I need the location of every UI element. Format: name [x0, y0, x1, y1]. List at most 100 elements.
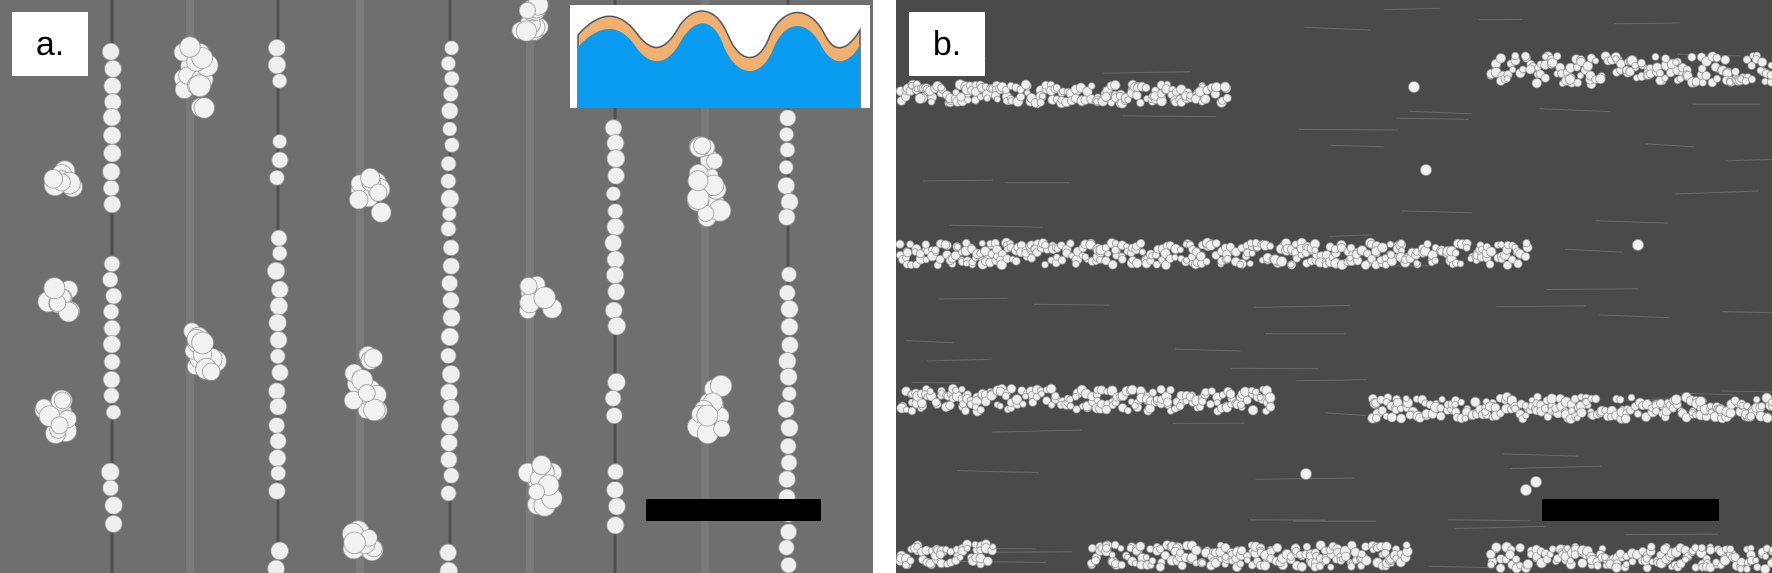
surface-streak [1614, 22, 1680, 25]
nanoparticle [1117, 544, 1125, 552]
nanoparticle [1397, 239, 1406, 248]
surface-streak [1304, 26, 1372, 31]
nanoparticle [103, 303, 120, 320]
nanoparticle [1753, 563, 1762, 572]
nanoparticle [604, 390, 622, 407]
nanoparticle [605, 186, 621, 202]
surface-streak [1324, 412, 1366, 417]
nanoparticle [1495, 53, 1507, 64]
particle-cluster [360, 167, 381, 188]
nanoparticle [606, 134, 625, 153]
nanoparticle [1117, 560, 1126, 570]
nanoparticle [1521, 252, 1531, 262]
nanoparticle [268, 449, 287, 468]
nanoparticle [1522, 412, 1530, 420]
nanoparticle [1124, 406, 1132, 415]
particle-cluster [53, 391, 72, 410]
nanoparticle [1311, 246, 1319, 254]
particle-cluster [528, 483, 545, 501]
nanoparticle [440, 485, 457, 502]
nanoparticle [1102, 543, 1111, 553]
particle-cluster [515, 20, 537, 42]
nanoparticle [1577, 558, 1588, 569]
nanoparticle [1576, 407, 1587, 418]
surface-streak [1447, 519, 1531, 522]
nanoparticle [442, 121, 458, 137]
nanoparticle [441, 102, 459, 120]
nanoparticle [607, 372, 626, 392]
nanoparticle [1651, 53, 1660, 61]
nanoparticle [441, 206, 457, 222]
nanoparticle [931, 245, 940, 255]
nanoparticle [1111, 245, 1120, 255]
nanoparticle [1695, 396, 1706, 407]
nanoparticle [1402, 395, 1410, 402]
nanoparticle [1573, 78, 1582, 88]
nanoparticle [1505, 549, 1515, 560]
nanoparticle [1118, 255, 1127, 264]
nanoparticle [778, 159, 794, 175]
nanoparticle [781, 336, 799, 354]
nanoparticle [442, 399, 460, 417]
particle-cluster [518, 1, 536, 20]
isolated-particle [1632, 239, 1644, 251]
nanoparticle [1226, 389, 1236, 399]
nanoparticle [1698, 78, 1707, 87]
nanoparticle [1768, 546, 1772, 554]
nanoparticle [606, 516, 625, 535]
surface-streak [1175, 348, 1241, 352]
nanoparticle [606, 481, 624, 499]
nanoparticle [607, 282, 626, 301]
scale-bar-a [646, 499, 821, 521]
nanoparticle [102, 271, 119, 288]
nanoparticle [1725, 407, 1736, 419]
nanoparticle [103, 143, 122, 163]
nanoparticle [604, 234, 622, 252]
nanoparticle [1136, 238, 1146, 248]
nanoparticle [1071, 260, 1080, 269]
surface-streak [1645, 143, 1695, 148]
nanoparticle [1592, 57, 1600, 65]
surface-streak [1564, 248, 1623, 253]
nanoparticle [1171, 253, 1179, 261]
nanoparticle [1377, 242, 1388, 253]
nanoparticle [1019, 400, 1027, 408]
nanoparticle [1540, 73, 1550, 83]
nanoparticle [1627, 393, 1636, 402]
nanoparticle [1202, 257, 1211, 266]
nanoparticle [978, 239, 986, 247]
nanoparticle [1347, 562, 1356, 571]
nanoparticle [1672, 58, 1680, 66]
nanoparticle [1148, 557, 1157, 565]
nanoparticle [1276, 256, 1288, 267]
nanoparticle [1136, 98, 1145, 108]
nanoparticle [1576, 72, 1585, 80]
nanoparticle [779, 367, 798, 386]
nanoparticle [780, 192, 799, 211]
nanoparticle [779, 109, 797, 127]
nanoparticle [1361, 555, 1372, 566]
nanoparticle [1260, 560, 1271, 571]
nanoparticle [1628, 557, 1637, 566]
nanoparticle [271, 73, 288, 89]
nanoparticle [1264, 392, 1276, 404]
surface-streak [1401, 210, 1473, 214]
nanoparticle [961, 406, 970, 416]
nanoparticle [1111, 540, 1120, 550]
nanoparticle [1612, 55, 1620, 63]
nanoparticle [440, 434, 458, 452]
nanoparticle [1108, 551, 1116, 559]
particle-cluster [693, 136, 712, 155]
surface-streak [938, 297, 1008, 300]
nanoparticle [1386, 250, 1396, 259]
surface-streak [1539, 108, 1611, 113]
nanoparticle [937, 83, 945, 92]
surface-streak [992, 429, 1082, 433]
nanoparticle [268, 417, 286, 434]
surface-streak [926, 358, 992, 362]
nanoparticle [1237, 545, 1247, 556]
nanoparticle [1746, 411, 1756, 421]
nanoparticle [1661, 74, 1669, 82]
nanoparticle [1522, 239, 1531, 248]
surface-streak [1455, 525, 1547, 529]
